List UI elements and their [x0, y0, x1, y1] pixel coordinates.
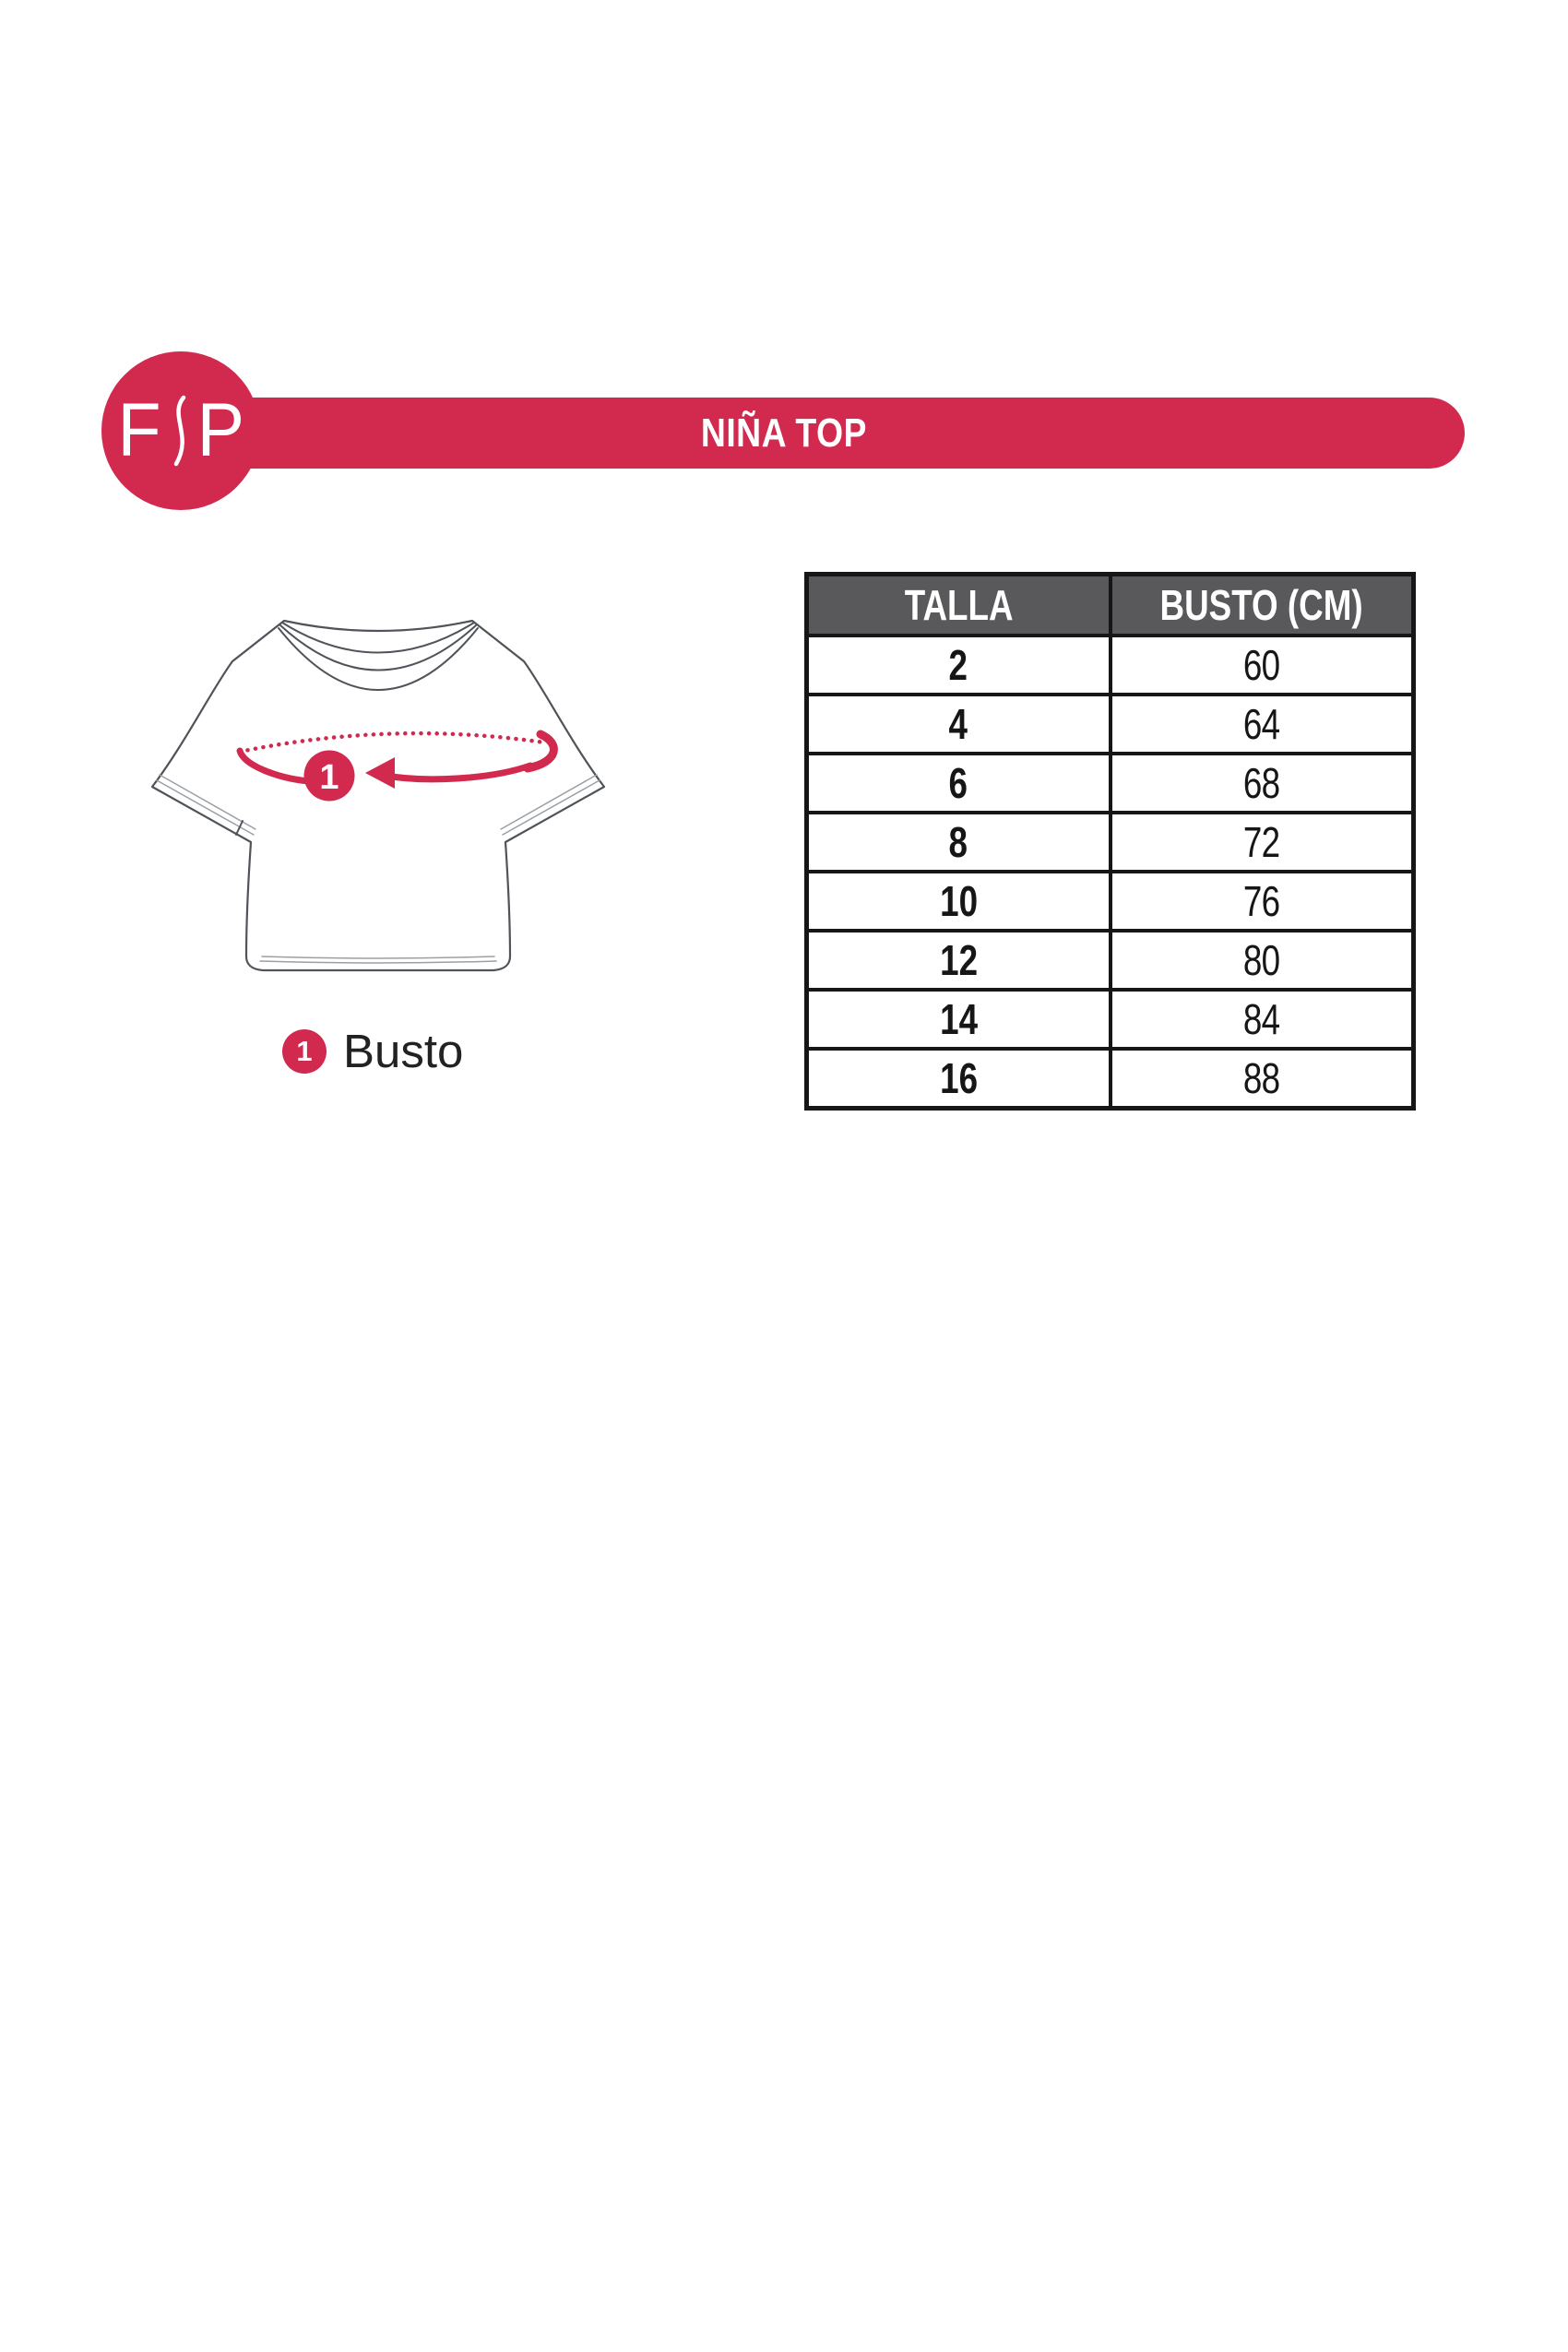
legend: 1 Busto — [282, 1024, 463, 1078]
brand-logo: F P — [101, 351, 260, 510]
bust-ellipse-left-arc — [236, 747, 312, 785]
logo-s-curve-path — [173, 395, 185, 467]
left-cuff-seam-2 — [159, 774, 256, 830]
table-row: 12 80 — [804, 929, 1416, 992]
size-table: TALLA BUSTO (CM) 2 60 4 64 6 68 8 72 10 76 12 80 14 8… — [804, 572, 1416, 1111]
busto-cell-text: 80 — [1243, 936, 1280, 984]
busto-cell-text: 64 — [1243, 700, 1280, 748]
collar-seam-1 — [281, 622, 475, 654]
talla-cell-text: 2 — [949, 641, 968, 689]
size-table-header: TALLA BUSTO (CM) — [804, 572, 1416, 637]
logo-letter-p: P — [196, 388, 244, 472]
talla-cell: 8 — [804, 811, 1112, 873]
column-header-talla: TALLA — [804, 572, 1112, 637]
table-row: 8 72 — [804, 811, 1416, 873]
busto-cell-text: 72 — [1243, 818, 1280, 866]
legend-marker-circle: 1 — [282, 1028, 327, 1074]
talla-cell: 2 — [804, 634, 1112, 696]
table-row: 4 64 — [804, 693, 1416, 755]
right-cuff-seam-1 — [502, 779, 600, 836]
brand-logo-text: F P — [116, 393, 246, 469]
talla-cell-text: 14 — [939, 995, 978, 1043]
talla-cell-text: 6 — [949, 759, 968, 807]
busto-cell: 84 — [1108, 988, 1416, 1051]
talla-cell: 10 — [804, 870, 1112, 932]
legend-label: Busto — [343, 1025, 464, 1077]
collar-seam-2 — [279, 624, 477, 671]
busto-cell: 72 — [1108, 811, 1416, 873]
talla-cell-text: 8 — [949, 818, 968, 866]
busto-cell: 64 — [1108, 693, 1416, 755]
busto-cell-text: 76 — [1243, 877, 1280, 925]
shirt-body-path — [150, 619, 606, 972]
talla-cell-text: 10 — [939, 877, 978, 925]
measure-badge — [303, 750, 355, 802]
table-row: 6 68 — [804, 752, 1416, 814]
front-neckline — [278, 627, 479, 691]
busto-cell-text: 68 — [1243, 759, 1280, 807]
busto-cell-text: 84 — [1243, 995, 1280, 1043]
talla-cell-text: 16 — [939, 1054, 978, 1102]
busto-cell: 60 — [1108, 634, 1416, 696]
talla-cell: 12 — [804, 929, 1112, 992]
talla-cell: 14 — [804, 988, 1112, 1051]
column-header-busto-text: BUSTO (CM) — [1159, 581, 1363, 629]
busto-cell: 68 — [1108, 752, 1416, 814]
bust-ellipse-right-cap — [523, 730, 558, 773]
table-row: 10 76 — [804, 870, 1416, 932]
banner-title: NIÑA TOP — [0, 398, 1568, 469]
logo-letter-f: F — [117, 388, 161, 472]
column-header-busto: BUSTO (CM) — [1108, 572, 1416, 637]
right-cuff-seam-2 — [500, 774, 598, 830]
banner-bar — [183, 398, 1465, 469]
busto-cell-text: 88 — [1243, 1054, 1280, 1102]
tshirt-illustration: 1 — [150, 619, 606, 972]
busto-cell: 76 — [1108, 870, 1416, 932]
talla-cell-text: 12 — [939, 936, 978, 984]
busto-cell: 80 — [1108, 929, 1416, 992]
talla-cell: 6 — [804, 752, 1112, 814]
bust-ellipse-dotted-arc — [237, 731, 547, 754]
banner-title-text: NIÑA TOP — [700, 410, 868, 456]
underarm-notch — [235, 820, 244, 836]
busto-cell-text: 60 — [1243, 641, 1280, 689]
size-table-body: 2 60 4 64 6 68 8 72 10 76 12 80 14 84 16 88 — [804, 634, 1416, 1111]
bust-arrow-head — [365, 757, 395, 789]
talla-cell: 4 — [804, 693, 1112, 755]
table-row: 14 84 — [804, 988, 1416, 1051]
header-row: TALLA BUSTO (CM) — [804, 572, 1416, 637]
table-row: 2 60 — [804, 634, 1416, 696]
hem-seam-2 — [261, 956, 495, 959]
measure-badge-label: 1 — [319, 758, 339, 797]
hem-seam-1 — [259, 960, 497, 964]
talla-cell: 16 — [804, 1047, 1112, 1111]
table-row: 16 88 — [804, 1047, 1416, 1111]
left-cuff-seam-1 — [156, 779, 255, 836]
bust-arrow-shaft — [376, 762, 534, 783]
column-header-talla-text: TALLA — [904, 581, 1014, 629]
talla-cell-text: 4 — [949, 700, 968, 748]
busto-cell: 88 — [1108, 1047, 1416, 1111]
logo-s-curve-icon — [173, 395, 185, 467]
